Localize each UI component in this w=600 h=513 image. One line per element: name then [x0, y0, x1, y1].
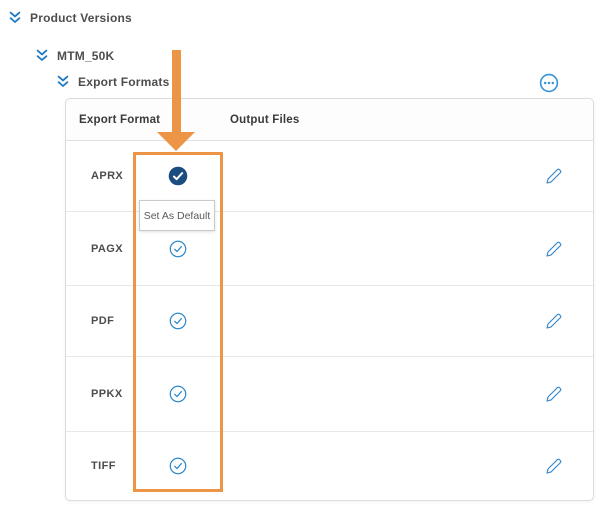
- double-chevron-down-icon[interactable]: [56, 75, 70, 89]
- column-header-export-format: Export Format: [79, 114, 161, 126]
- table-header: Export Format Output Files: [66, 99, 593, 141]
- edit-pencil-icon[interactable]: [545, 457, 564, 476]
- tree-item-mtm-50k[interactable]: MTM_50K: [35, 49, 114, 63]
- export-formats-table: Export Format Output Files APRX PAGX: [65, 98, 594, 501]
- column-header-output-files: Output Files: [230, 114, 300, 126]
- format-label: PDF: [91, 315, 115, 327]
- options-ellipsis-icon[interactable]: [539, 73, 559, 93]
- edit-pencil-icon[interactable]: [545, 167, 564, 186]
- double-chevron-down-icon[interactable]: [35, 49, 49, 63]
- table-row-ppkx: PPKX: [66, 357, 593, 432]
- format-label: PPKX: [91, 388, 123, 400]
- double-chevron-down-icon[interactable]: [8, 11, 22, 25]
- edit-pencil-icon[interactable]: [545, 385, 564, 404]
- format-label: TIFF: [91, 460, 116, 472]
- set-as-default-tooltip: Set As Default: [139, 200, 215, 231]
- table-row-pagx: PAGX: [66, 212, 593, 286]
- edit-pencil-icon[interactable]: [545, 239, 564, 258]
- tree-item-label: MTM_50K: [57, 49, 115, 63]
- set-default-check-icon[interactable]: [169, 457, 187, 475]
- format-label: APRX: [91, 170, 124, 182]
- tree-item-label: Product Versions: [30, 11, 132, 25]
- edit-pencil-icon[interactable]: [545, 312, 564, 331]
- table-row-tiff: TIFF: [66, 432, 593, 500]
- set-default-check-icon-selected[interactable]: [168, 166, 188, 186]
- tree-item-export-formats[interactable]: Export Formats: [56, 75, 169, 89]
- tooltip-text: Set As Default: [143, 209, 211, 222]
- set-default-check-icon[interactable]: [169, 240, 187, 257]
- tree-item-label: Export Formats: [78, 75, 170, 89]
- set-default-check-icon[interactable]: [169, 385, 187, 403]
- annotation-arrow-head-icon: [157, 132, 195, 151]
- format-label: PAGX: [91, 242, 123, 255]
- annotation-arrow-shaft: [172, 50, 181, 132]
- table-row-aprx: APRX: [66, 141, 593, 212]
- table-row-pdf: PDF: [66, 286, 593, 357]
- tree-item-product-versions[interactable]: Product Versions: [8, 11, 132, 25]
- set-default-check-icon[interactable]: [169, 312, 187, 330]
